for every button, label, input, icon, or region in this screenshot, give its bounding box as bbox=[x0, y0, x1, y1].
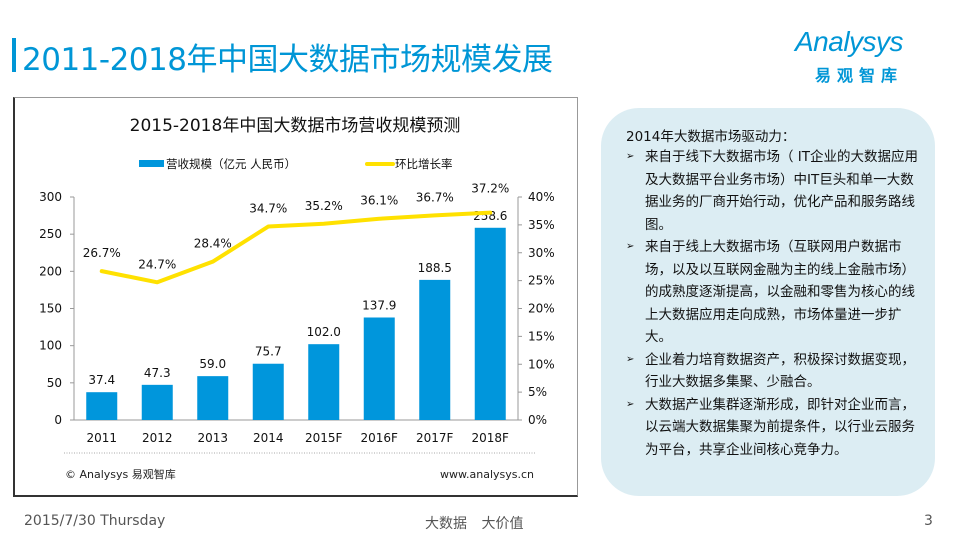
right-tick-label: 20% bbox=[528, 302, 555, 316]
title-accent-bar bbox=[12, 38, 16, 72]
growth-value-label: 36.7% bbox=[416, 190, 454, 204]
arrow-bullet-icon: ➢ bbox=[626, 353, 635, 365]
right-tick-label: 15% bbox=[528, 329, 555, 343]
bar bbox=[419, 279, 451, 420]
bullet-text: 来自于线上大数据市场（互联网用户数据市场，以及以互联网金融为主的线上金融市场）的… bbox=[645, 239, 915, 345]
left-tick-label: 150 bbox=[39, 302, 62, 316]
logo-wordmark: Analysys bbox=[795, 26, 904, 57]
right-tick-label: 10% bbox=[528, 357, 555, 371]
x-tick-label: 2017F bbox=[416, 431, 454, 445]
source-copyright: © Analysys 易观智库 bbox=[65, 467, 176, 481]
bar-value-label: 59.0 bbox=[199, 357, 226, 371]
bar-value-label: 75.7 bbox=[255, 345, 282, 359]
bullet-item: ➢ 大数据产业集群逐渐形成，即针对企业而言，以云端大数据集聚为前提条件，以行业云服… bbox=[626, 394, 926, 462]
bar bbox=[363, 317, 395, 420]
right-tick-label: 40% bbox=[528, 190, 555, 204]
left-tick-label: 200 bbox=[39, 264, 62, 278]
bar bbox=[252, 363, 284, 420]
bullet-text: 大数据产业集群逐渐形成，即针对企业而言，以云端大数据集聚为前提条件，以行业云服务… bbox=[645, 396, 915, 458]
x-tick-label: 2018F bbox=[472, 431, 510, 445]
left-tick-label: 50 bbox=[47, 376, 62, 390]
x-tick-label: 2014 bbox=[253, 431, 284, 445]
growth-value-label: 28.4% bbox=[194, 237, 232, 251]
growth-value-label: 37.2% bbox=[471, 182, 509, 196]
x-tick-label: 2015F bbox=[305, 431, 343, 445]
panel-heading: 2014年大数据市场驱动力： bbox=[626, 129, 796, 145]
bar bbox=[308, 344, 340, 420]
x-tick-label: 2012 bbox=[142, 431, 173, 445]
drivers-panel bbox=[601, 108, 935, 496]
right-tick-label: 35% bbox=[528, 218, 555, 232]
logo-chinese: 易观智库 bbox=[815, 66, 904, 85]
arrow-bullet-icon: ➢ bbox=[626, 398, 635, 410]
legend-line-label: 环比增长率 bbox=[395, 157, 453, 171]
source-url: www.analysys.cn bbox=[440, 468, 534, 481]
bar-value-label: 188.5 bbox=[418, 261, 452, 275]
analysys-logo: Analysys 易观智库 bbox=[795, 26, 930, 86]
growth-point bbox=[211, 260, 215, 264]
right-tick-label: 30% bbox=[528, 246, 555, 260]
bar-value-label: 102.0 bbox=[307, 325, 341, 339]
left-tick-label: 300 bbox=[39, 190, 62, 204]
left-tick-label: 250 bbox=[39, 227, 62, 241]
growth-line bbox=[99, 210, 493, 285]
bar-value-label: 137.9 bbox=[362, 298, 396, 312]
chart-title: 2015-2018年中国大数据市场营收规模预测 bbox=[130, 116, 461, 136]
bar bbox=[141, 384, 173, 420]
page-title: 2011-2018年中国大数据市场规模发展 bbox=[22, 42, 553, 78]
growth-point bbox=[155, 280, 159, 284]
growth-value-label: 26.7% bbox=[83, 246, 121, 260]
bullet-item: ➢ 企业着力培育数据资产，积极探讨数据变现，行业大数据多集聚、少融合。 bbox=[626, 349, 926, 394]
arrow-bullet-icon: ➢ bbox=[626, 151, 635, 162]
left-tick-label: 100 bbox=[39, 339, 62, 353]
bullet-list: ➢ 来自于线下大数据市场（ IT企业的大数据应用及大数据平台业务市场）中IT巨头和… bbox=[626, 146, 926, 461]
bar-value-label: 47.3 bbox=[144, 366, 171, 380]
page-number: 3 bbox=[924, 513, 933, 529]
bullet-text: 企业着力培育数据资产，积极探讨数据变现，行业大数据多集聚、少融合。 bbox=[645, 351, 915, 391]
footer-date: 2015/7/30 Thursday bbox=[24, 513, 166, 529]
growth-point bbox=[322, 222, 326, 226]
growth-point bbox=[377, 217, 381, 221]
bar bbox=[197, 376, 229, 420]
chart-frame bbox=[13, 97, 578, 497]
right-tick-label: 0% bbox=[528, 413, 547, 427]
bullet-text: 来自于线下大数据市场（ IT企业的大数据应用及大数据平台业务市场）中IT巨头和单… bbox=[645, 149, 919, 233]
left-tick-label: 0 bbox=[54, 413, 62, 427]
growth-point bbox=[433, 213, 437, 217]
legend-bar-label: 营收规模（亿元 人民币） bbox=[166, 157, 296, 171]
x-tick-label: 2011 bbox=[86, 431, 117, 445]
growth-value-label: 24.7% bbox=[138, 257, 176, 271]
bar bbox=[86, 392, 118, 420]
growth-value-label: 35.2% bbox=[305, 199, 343, 213]
growth-value-label: 34.7% bbox=[249, 202, 287, 216]
growth-value-label: 36.1% bbox=[360, 194, 398, 208]
right-tick-label: 25% bbox=[528, 274, 555, 288]
right-tick-label: 5% bbox=[528, 385, 547, 399]
growth-point bbox=[100, 269, 104, 273]
bullet-item: ➢ 来自于线上大数据市场（互联网用户数据市场，以及以互联网金融为主的线上金融市场）… bbox=[626, 236, 926, 349]
growth-point bbox=[266, 225, 270, 229]
growth-point bbox=[488, 211, 492, 215]
legend-bar-swatch bbox=[139, 160, 164, 167]
x-tick-label: 2016F bbox=[361, 431, 399, 445]
bar bbox=[474, 227, 506, 420]
footer-slogan: 大数据 大价值 bbox=[425, 516, 524, 532]
bullet-item: ➢ 来自于线下大数据市场（ IT企业的大数据应用及大数据平台业务市场）中IT巨头和… bbox=[626, 146, 926, 236]
bar-value-label: 37.4 bbox=[88, 373, 115, 387]
x-tick-label: 2013 bbox=[197, 431, 228, 445]
arrow-bullet-icon: ➢ bbox=[626, 241, 635, 252]
